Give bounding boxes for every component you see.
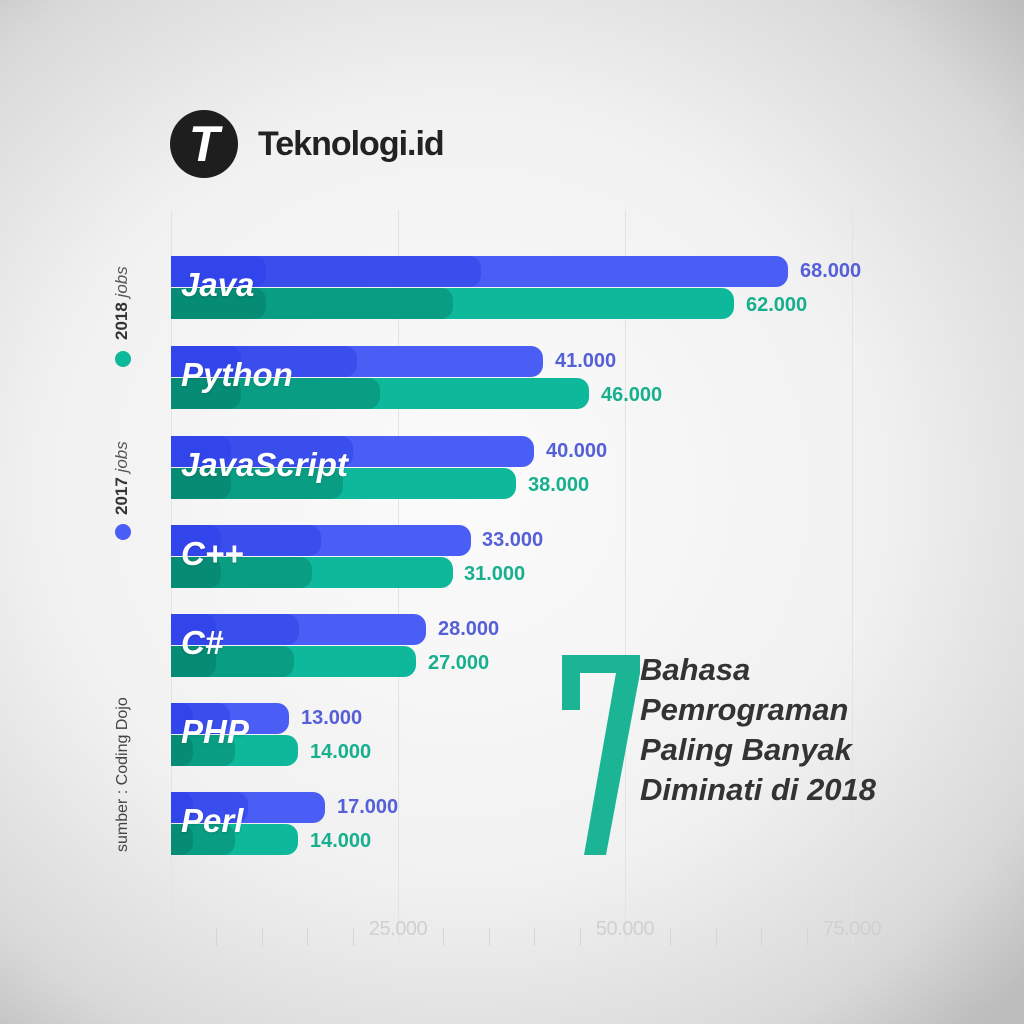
value-java-teal: 62.000 <box>746 294 808 316</box>
legend-2017: 2017 jobs <box>112 441 131 515</box>
legend-dot-2018 <box>115 351 131 367</box>
value-java-blue: 68.000 <box>800 260 862 282</box>
bar-csharp-teal <box>171 646 416 677</box>
headline: Bahasa Pemrograman Paling Banyak Diminat… <box>640 650 876 810</box>
bar-csharp-blue <box>171 614 426 645</box>
bar-java-blue <box>171 256 788 287</box>
value-python-blue: 41.000 <box>555 350 617 372</box>
bar-label-java: Java <box>181 266 255 303</box>
value-csharp-teal: 27.000 <box>428 652 490 674</box>
bar-label-php: PHP <box>181 713 249 750</box>
bar-label-perl: Perl <box>181 802 244 839</box>
value-perl-blue: 17.000 <box>337 796 399 818</box>
axis-label-25000: 25.000 <box>368 918 428 940</box>
bar-label-cpp: C++ <box>181 535 244 572</box>
headline-line-1: Bahasa <box>640 652 751 687</box>
gridline-75000 <box>852 210 853 945</box>
big-seven-graphic <box>562 655 640 855</box>
bar-javascript-teal <box>171 468 516 499</box>
source-label: sumber : Coding Dojo <box>114 697 131 852</box>
brand-logo: T Teknologi.id <box>170 110 445 178</box>
bar-perl-teal <box>171 824 298 855</box>
brand-name: Teknologi.id <box>258 124 445 163</box>
bar-javascript-blue <box>171 436 534 467</box>
value-cpp-blue: 33.000 <box>482 529 544 551</box>
value-perl-teal: 14.000 <box>310 830 372 852</box>
headline-line-4: Diminati di 2018 <box>640 772 877 807</box>
value-php-blue: 13.000 <box>301 707 363 729</box>
bar-perl-blue <box>171 792 325 823</box>
bar-cpp-blue <box>171 525 471 556</box>
bar-label-python: Python <box>181 356 293 393</box>
value-csharp-blue: 28.000 <box>438 618 500 640</box>
headline-line-2: Pemrograman <box>640 692 849 727</box>
bar-python-teal <box>171 378 589 409</box>
value-python-teal: 46.000 <box>601 384 663 406</box>
bar-python-blue <box>171 346 543 377</box>
bar-label-csharp: C# <box>181 624 224 661</box>
value-javascript-blue: 40.000 <box>546 440 608 462</box>
value-javascript-teal: 38.000 <box>528 474 590 496</box>
value-php-teal: 14.000 <box>310 741 372 763</box>
gridline-50000 <box>625 210 626 945</box>
bar-cpp-teal <box>171 557 453 588</box>
legend-2018: 2018 jobs <box>112 266 131 340</box>
headline-line-3: Paling Banyak <box>640 732 852 767</box>
bar-java-teal <box>171 288 734 319</box>
legend-dot-2017 <box>115 524 131 540</box>
bar-php-blue <box>171 703 289 734</box>
value-cpp-teal: 31.000 <box>464 563 526 585</box>
bar-php-teal <box>171 735 298 766</box>
axis-label-75000: 75.000 <box>822 918 882 940</box>
logo-t-icon: T <box>170 110 238 178</box>
axis-label-50000: 50.000 <box>595 918 655 940</box>
bar-label-javascript: JavaScript <box>181 446 348 483</box>
